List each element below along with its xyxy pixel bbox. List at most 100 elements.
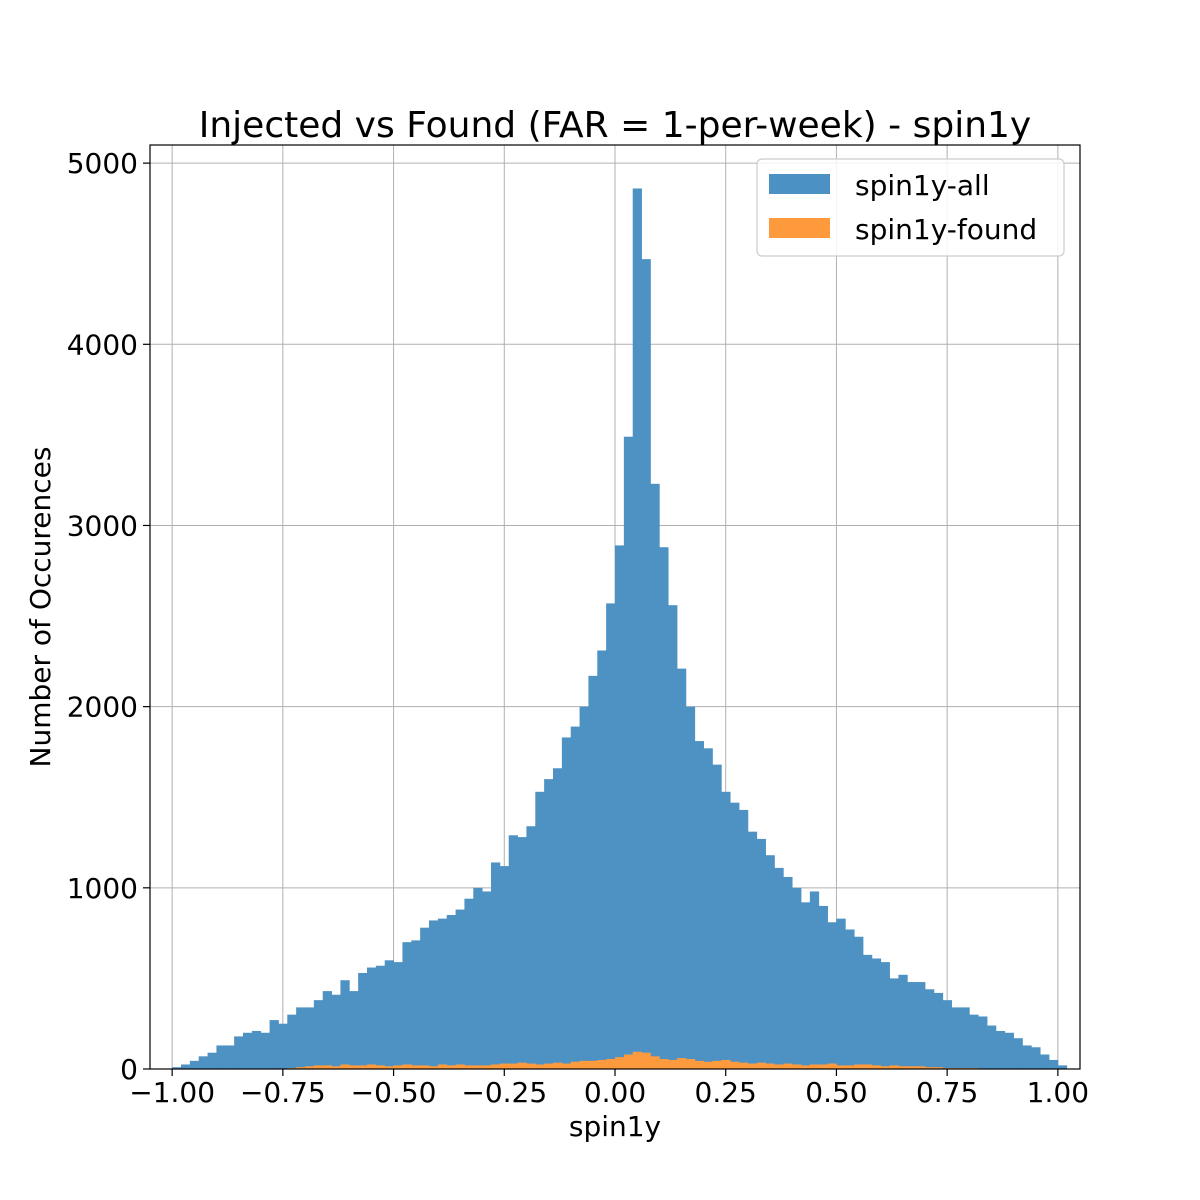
bar-spin1y-all-53: [641, 259, 651, 1069]
bar-spin1y-found-74: [827, 1063, 837, 1069]
bar-spin1y-all-42: [544, 779, 554, 1069]
bar-spin1y-all-5: [216, 1045, 226, 1069]
bar-spin1y-found-41: [535, 1064, 545, 1069]
bar-spin1y-all-33: [464, 898, 474, 1069]
y-tick-label: 3000: [67, 509, 138, 542]
bar-spin1y-found-56: [668, 1059, 678, 1069]
bar-spin1y-found-15: [305, 1066, 315, 1069]
bar-spin1y-all-2: [189, 1060, 200, 1069]
bar-spin1y-all-80: [880, 962, 890, 1069]
bar-spin1y-all-63: [730, 802, 740, 1069]
bar-spin1y-all-31: [446, 915, 456, 1069]
bar-spin1y-all-67: [765, 855, 775, 1069]
histogram-bars: [172, 188, 1068, 1070]
bar-spin1y-found-82: [898, 1066, 908, 1069]
bar-spin1y-all-12: [278, 1023, 288, 1069]
bar-spin1y-all-65: [747, 831, 758, 1069]
bar-spin1y-found-33: [464, 1065, 474, 1069]
bar-spin1y-all-90: [969, 1014, 979, 1069]
bar-spin1y-all-97: [1031, 1047, 1041, 1069]
bar-spin1y-all-3: [198, 1056, 208, 1069]
bar-spin1y-all-84: [916, 982, 926, 1069]
bar-spin1y-all-74: [827, 922, 837, 1069]
bar-spin1y-found-47: [588, 1060, 598, 1069]
bar-spin1y-found-60: [703, 1061, 713, 1069]
bar-spin1y-found-20: [349, 1065, 359, 1069]
bar-spin1y-all-95: [1013, 1038, 1023, 1069]
bar-spin1y-found-86: [933, 1067, 944, 1069]
y-tick-label: 2000: [67, 691, 138, 724]
bar-spin1y-found-22: [367, 1064, 377, 1069]
bar-spin1y-found-44: [561, 1063, 572, 1069]
x-tick-label: −0.75: [240, 1076, 326, 1109]
bar-spin1y-all-30: [437, 918, 448, 1069]
bar-spin1y-all-8: [243, 1032, 253, 1069]
bar-spin1y-all-41: [535, 791, 545, 1069]
bar-spin1y-found-38: [508, 1063, 518, 1069]
bar-spin1y-found-39: [517, 1062, 527, 1069]
bar-spin1y-all-16: [313, 1000, 324, 1069]
y-tick-label: 0: [120, 1053, 138, 1086]
bar-spin1y-all-58: [685, 706, 696, 1069]
bar-spin1y-all-1: [181, 1064, 191, 1069]
y-tick-label: 4000: [67, 328, 138, 361]
bar-spin1y-all-71: [801, 902, 811, 1069]
bar-spin1y-found-40: [526, 1063, 536, 1069]
bar-spin1y-found-45: [570, 1061, 580, 1069]
bar-spin1y-all-34: [473, 887, 483, 1069]
x-tick-label: 0.75: [916, 1076, 978, 1109]
x-tick-label: 0.00: [584, 1076, 646, 1109]
bar-spin1y-all-87: [942, 1000, 952, 1069]
bar-spin1y-all-99: [1049, 1059, 1059, 1069]
bar-spin1y-all-20: [349, 991, 359, 1069]
bar-spin1y-found-65: [747, 1063, 758, 1069]
y-tick-label: 1000: [67, 872, 138, 905]
bar-spin1y-all-64: [739, 809, 749, 1069]
bar-spin1y-all-92: [987, 1025, 997, 1069]
bar-spin1y-all-66: [756, 838, 766, 1069]
bar-spin1y-all-26: [402, 942, 412, 1069]
bar-spin1y-all-55: [659, 547, 669, 1069]
bar-spin1y-found-66: [756, 1062, 766, 1069]
bar-spin1y-found-32: [455, 1064, 465, 1069]
bar-spin1y-all-37: [499, 866, 510, 1069]
bar-spin1y-all-100: [1057, 1065, 1068, 1069]
bar-spin1y-found-21: [358, 1065, 368, 1069]
bar-spin1y-found-26: [402, 1064, 412, 1069]
bar-spin1y-all-15: [305, 1007, 315, 1069]
bar-spin1y-all-11: [269, 1020, 279, 1069]
bar-spin1y-all-49: [606, 603, 616, 1069]
bar-spin1y-found-64: [739, 1062, 749, 1069]
bar-spin1y-all-83: [907, 982, 917, 1069]
x-axis-label: spin1y: [569, 1110, 661, 1143]
bar-spin1y-all-27: [411, 940, 421, 1069]
y-tick-label: 5000: [67, 147, 138, 180]
bar-spin1y-found-17: [322, 1065, 332, 1069]
bar-spin1y-all-32: [455, 909, 465, 1069]
bar-spin1y-all-59: [694, 741, 704, 1069]
bar-spin1y-found-53: [641, 1052, 651, 1069]
bar-spin1y-all-73: [818, 905, 828, 1069]
bar-spin1y-found-43: [553, 1062, 563, 1069]
bar-spin1y-all-40: [526, 826, 536, 1069]
bar-spin1y-all-57: [677, 668, 687, 1069]
bar-spin1y-found-24: [384, 1066, 394, 1069]
bar-spin1y-all-60: [703, 748, 713, 1069]
bar-spin1y-all-0: [172, 1067, 182, 1069]
bar-spin1y-all-35: [482, 891, 492, 1069]
bar-spin1y-all-48: [597, 650, 607, 1069]
legend: spin1y-all spin1y-found: [756, 158, 1065, 257]
bar-spin1y-all-19: [340, 980, 350, 1069]
bar-spin1y-found-16: [313, 1065, 324, 1069]
bar-spin1y-found-83: [907, 1066, 917, 1069]
bar-spin1y-all-45: [570, 726, 580, 1069]
bar-spin1y-found-23: [375, 1065, 386, 1069]
bar-spin1y-all-25: [393, 962, 403, 1069]
x-tick-label: 0.50: [805, 1076, 867, 1109]
bar-spin1y-found-81: [889, 1065, 899, 1069]
bar-spin1y-found-78: [863, 1064, 873, 1069]
bar-spin1y-all-96: [1022, 1045, 1032, 1069]
bar-spin1y-found-85: [925, 1067, 935, 1069]
bar-spin1y-found-54: [650, 1056, 660, 1069]
bar-spin1y-found-31: [446, 1065, 456, 1069]
